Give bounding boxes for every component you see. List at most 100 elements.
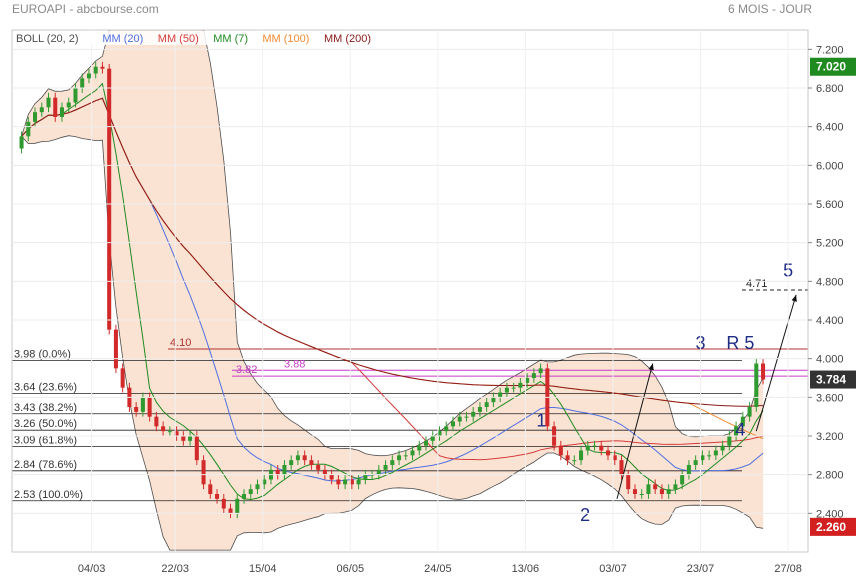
candle-body — [423, 440, 429, 446]
x-tick-label: 22/03 — [161, 563, 189, 575]
candle-body — [363, 474, 368, 480]
candle-body — [754, 363, 759, 407]
wave-label: 4 — [735, 420, 745, 440]
legend-entry: BOLL (20, 2) — [16, 33, 79, 45]
level-label: 4.71 — [746, 278, 767, 290]
candle-body — [147, 397, 152, 417]
candle-body — [450, 421, 455, 427]
candle-body — [734, 426, 739, 436]
candle-body — [376, 469, 381, 475]
candle-body — [592, 445, 597, 447]
candle-body — [262, 479, 267, 485]
price-badge-label: 3.784 — [816, 373, 846, 387]
candle-body — [113, 329, 118, 369]
price-badge — [810, 370, 856, 389]
candle-body — [107, 68, 112, 330]
arrow-up-2 — [755, 294, 797, 432]
price-badge — [810, 517, 856, 536]
candle-body — [430, 436, 435, 441]
candle-body — [632, 489, 637, 494]
candle-body — [316, 465, 321, 470]
candle-body — [336, 479, 341, 485]
wave-label: 2 — [580, 505, 590, 525]
candle-body — [343, 479, 348, 485]
candle-body — [740, 416, 745, 427]
x-tick-label: 27/08 — [774, 563, 802, 575]
candle-body — [538, 368, 543, 374]
legend-entry: MM (100) — [262, 33, 309, 45]
fib-label: 2.53 (100.0%) — [14, 489, 83, 501]
moving-average-7 — [21, 82, 764, 501]
candle-body — [356, 479, 361, 485]
candle-body — [477, 407, 482, 412]
candle-body — [322, 469, 327, 475]
candle-body — [666, 489, 671, 494]
candle-body — [761, 363, 766, 380]
candle-body — [457, 416, 462, 422]
candle-body — [39, 107, 44, 113]
candle-body — [747, 407, 752, 417]
legend-bg — [13, 31, 408, 45]
candle-body — [194, 436, 199, 461]
candle-body — [255, 484, 260, 490]
candle-body — [383, 465, 388, 470]
x-tick-label: 06/05 — [337, 563, 365, 575]
candle-body — [26, 121, 31, 137]
candle-body — [134, 407, 139, 412]
chart-source-title: EUROAPI - abcbourse.com — [12, 2, 159, 16]
candle-body — [66, 102, 71, 108]
price-badge-label: 7.020 — [816, 60, 846, 74]
candle-body — [491, 397, 496, 403]
candle-body — [59, 107, 65, 117]
candle-body — [484, 402, 489, 407]
candle-body — [140, 397, 145, 412]
candle-body — [329, 474, 334, 480]
x-tick-label: 24/05 — [424, 563, 452, 575]
candle-body — [585, 445, 590, 451]
candle-body — [228, 508, 233, 514]
candle-body — [558, 445, 563, 456]
y-tick-label: 4.000 — [816, 354, 844, 366]
candle-body — [464, 416, 469, 418]
candle-body — [612, 455, 617, 461]
candle-body — [639, 494, 644, 495]
candle-body — [518, 382, 523, 388]
y-tick-label: 2.400 — [816, 508, 844, 520]
candle-body — [309, 460, 314, 465]
fib-label: 3.64 (23.6%) — [14, 381, 77, 393]
candle-body — [619, 460, 624, 475]
y-tick-label: 3.600 — [816, 392, 844, 404]
candle-body — [680, 474, 685, 485]
candle-body — [221, 498, 226, 509]
legend-entry: MM (200) — [324, 33, 371, 45]
plot-frame — [11, 29, 809, 553]
candle-body — [693, 460, 698, 465]
fib-label: 3.09 (61.8%) — [14, 435, 77, 447]
x-tick-label: 03/07 — [599, 563, 627, 575]
y-tick-label: 3.200 — [816, 431, 844, 443]
candle-body — [605, 450, 611, 456]
candle-body — [208, 484, 213, 494]
candle-body — [646, 484, 651, 494]
x-tick-label: 23/07 — [687, 563, 715, 575]
wave-label: R 5 — [726, 333, 754, 353]
candle-body — [579, 450, 584, 461]
candle-body — [720, 445, 725, 451]
candle-body — [511, 387, 516, 389]
candles-layer — [19, 61, 766, 519]
candle-body — [154, 416, 159, 427]
candle-body — [525, 378, 530, 383]
candle-body — [397, 455, 402, 461]
legend-layer: BOLL (20, 2) MM (20) MM (50) MM (7) MM (100)… — [13, 31, 408, 45]
candle-body — [282, 465, 287, 475]
bollinger-lower — [21, 135, 764, 551]
fib-label: 2.84 (78.6%) — [14, 459, 77, 471]
price-badge — [810, 57, 856, 76]
candle-body — [100, 66, 105, 69]
legend-entry: MM (50) — [158, 33, 199, 45]
candle-body — [248, 489, 253, 494]
fib-label: 3.43 (38.2%) — [14, 402, 77, 414]
level-label: 3.88 — [284, 358, 305, 370]
chart-period-label: 6 MOIS - JOUR — [727, 2, 812, 16]
